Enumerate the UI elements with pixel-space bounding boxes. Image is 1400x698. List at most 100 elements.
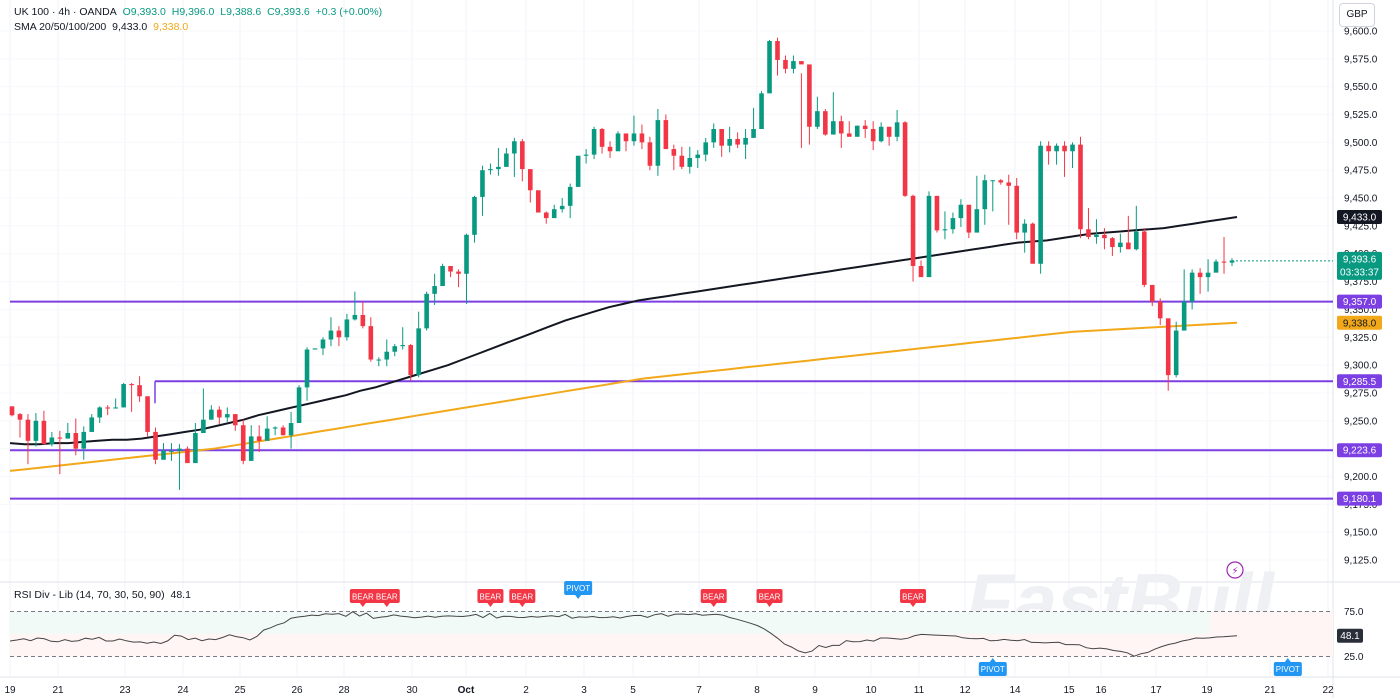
candle-body <box>799 61 804 65</box>
candle-body <box>535 190 541 213</box>
candle-body <box>177 448 182 451</box>
candle-body <box>559 205 565 210</box>
candle-body <box>615 133 621 152</box>
lightning-icon <box>1226 561 1244 579</box>
time-tick-label: 30 <box>406 685 418 696</box>
rsi-band-upper <box>10 611 1210 634</box>
candle-body <box>240 425 246 461</box>
candle-body <box>551 209 557 219</box>
candle-body <box>224 414 230 418</box>
time-tick-label: 11 <box>914 685 925 696</box>
candle-body <box>129 384 134 386</box>
pivot-marker <box>564 581 593 595</box>
time-tick-label: 24 <box>177 685 189 696</box>
candle-body <box>256 436 262 441</box>
candle-body <box>1006 182 1012 186</box>
pivot-marker-label: PIVOT <box>981 665 1005 674</box>
candle-body <box>352 314 358 320</box>
price-tick-label: 9,325.0 <box>1344 333 1378 344</box>
price-tick-label: 9,550.0 <box>1344 82 1378 93</box>
time-tick-label: 21 <box>52 685 64 696</box>
candle-body <box>846 133 852 137</box>
candle-body <box>440 265 445 287</box>
time-tick-label: 19 <box>1201 685 1213 696</box>
price-tick-label: 9,300.0 <box>1344 361 1378 372</box>
candle-body <box>232 414 238 426</box>
price-tick-label: 9,350.0 <box>1344 305 1378 316</box>
candle-body <box>687 157 693 167</box>
candle-body <box>743 137 748 145</box>
candle-body <box>89 417 95 432</box>
candle-body <box>934 195 940 231</box>
rsi-current-label: 48.1 <box>1340 631 1360 642</box>
bear-marker-pointer <box>487 603 494 607</box>
candle-body <box>1030 223 1035 264</box>
candle-body <box>599 129 605 147</box>
candle-body <box>65 433 71 439</box>
candle-body <box>49 437 55 445</box>
price-tick-label: 9,125.0 <box>1344 556 1378 567</box>
level-price-label: 9,357.0 <box>1343 297 1377 308</box>
candle-body <box>655 120 661 166</box>
bear-marker <box>756 589 783 603</box>
candle-body <box>974 209 980 233</box>
candle-body <box>791 61 796 69</box>
candle-body <box>886 126 892 137</box>
candle-body <box>1046 145 1051 152</box>
candle-body <box>1197 272 1203 278</box>
candle-body <box>942 229 948 231</box>
bear-marker-pointer <box>910 603 917 607</box>
candle-body <box>312 348 318 350</box>
candle-body <box>392 346 398 352</box>
bear-marker <box>349 589 376 603</box>
countdown-label: 03:33:37 <box>1340 267 1379 278</box>
lightning-icon-glyph: ⚡ <box>1231 566 1238 577</box>
candle-body <box>33 420 39 441</box>
high-value: H9,396.0 <box>171 6 215 18</box>
candle-body <box>464 234 469 274</box>
candle-body <box>1118 242 1123 248</box>
candle-body <box>1213 261 1219 273</box>
candle-body <box>823 111 828 135</box>
candle-body <box>185 448 190 464</box>
candle-body <box>543 212 549 219</box>
candle-body <box>1078 144 1083 230</box>
candle-body <box>153 431 158 460</box>
price-tick-label: 9,450.0 <box>1344 194 1378 205</box>
candle-body <box>1038 145 1043 264</box>
candle-body <box>854 125 860 137</box>
time-tick-label: 25 <box>234 685 246 696</box>
time-tick-label: 17 <box>1150 685 1162 696</box>
candle-body <box>910 195 916 266</box>
price-tag <box>1337 251 1382 280</box>
time-tick-label: 28 <box>338 685 350 696</box>
price-tick-label: 9,250.0 <box>1344 416 1378 427</box>
candle-body <box>1126 242 1131 250</box>
candle-body <box>328 330 334 340</box>
candle-body <box>926 195 932 278</box>
time-tick-label: 16 <box>1095 685 1107 696</box>
rsi-current-tag <box>1337 628 1363 643</box>
candle-body <box>623 133 629 142</box>
bear-marker-pointer <box>710 603 717 607</box>
candle-body <box>631 133 637 142</box>
bear-marker-pointer <box>766 603 773 607</box>
level-price-label: 9,180.1 <box>1343 494 1377 505</box>
pivot-marker <box>1273 662 1302 676</box>
candle-body <box>894 122 900 137</box>
price-tag-label: 9,393.6 <box>1343 254 1377 265</box>
sma-value-dark: 9,433.0 <box>112 21 148 33</box>
pivot-marker-pointer <box>575 595 582 599</box>
bear-marker-label: BEAR <box>511 593 533 602</box>
candle-body <box>639 133 645 143</box>
currency-button[interactable]: GBP <box>1339 3 1375 27</box>
candle-body <box>1102 234 1107 239</box>
candle-body <box>1054 145 1059 152</box>
candle-body <box>480 170 485 197</box>
candle-body <box>1141 231 1147 285</box>
candle-body <box>1205 272 1211 278</box>
level-price-tag <box>1337 294 1382 309</box>
time-tick-label: 10 <box>865 685 877 696</box>
candle-body <box>591 129 597 155</box>
